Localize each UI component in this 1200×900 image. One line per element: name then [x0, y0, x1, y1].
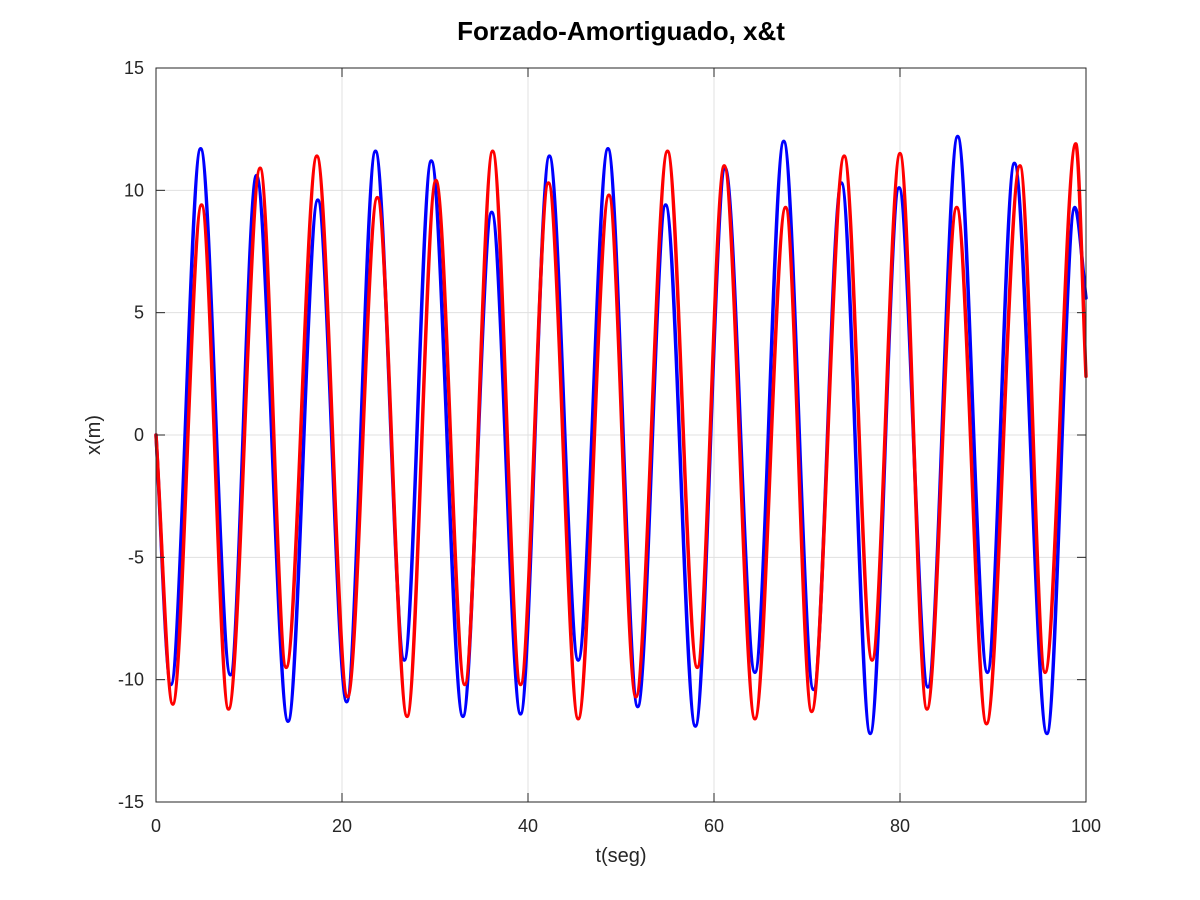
tick-labels: 0 20 40 60 80 100 -15 -10 -5 0 5 10 15: [118, 58, 1101, 836]
y-tick-label: 0: [134, 425, 144, 445]
y-tick-label: -10: [118, 670, 144, 690]
y-tick-label: -5: [128, 547, 144, 567]
x-tick-label: 100: [1071, 816, 1101, 836]
y-tick-label: 10: [124, 180, 144, 200]
plot-series: [154, 134, 1088, 736]
y-axis-label: x(m): [83, 415, 105, 455]
y-tick-label: -15: [118, 792, 144, 812]
x-tick-label: 80: [890, 816, 910, 836]
series-red-line: [154, 142, 1088, 726]
chart-title: Forzado-Amortiguado, x&t: [457, 16, 785, 46]
ticks: [155, 67, 1087, 803]
y-tick-label: 5: [134, 303, 144, 323]
x-tick-label: 20: [332, 816, 352, 836]
x-tick-label: 40: [518, 816, 538, 836]
y-tick-label: 15: [124, 58, 144, 78]
x-axis-label: t(seg): [595, 845, 646, 867]
x-tick-label: 0: [151, 816, 161, 836]
x-tick-label: 60: [704, 816, 724, 836]
